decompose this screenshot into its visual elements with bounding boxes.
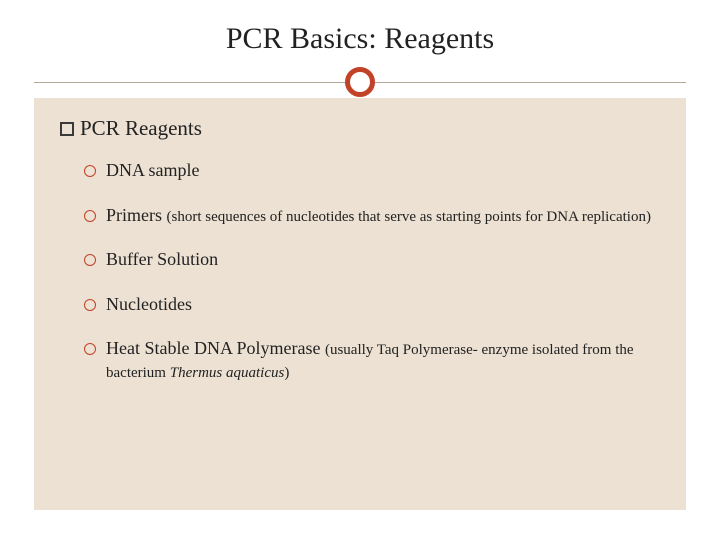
- section-header-text: PCR Reagents: [80, 116, 202, 140]
- item-main: Primers: [106, 205, 167, 225]
- item-main: DNA sample: [106, 160, 200, 180]
- item-list: DNA sample Primers (short sequences of n…: [60, 159, 660, 383]
- list-item: Primers (short sequences of nucleotides …: [84, 204, 660, 227]
- list-item: Heat Stable DNA Polymerase (usually Taq …: [84, 337, 660, 383]
- slide-title: PCR Basics: Reagents: [0, 22, 720, 56]
- list-item: DNA sample: [84, 159, 660, 182]
- square-bullet-icon: [60, 122, 74, 136]
- circle-accent-icon: [345, 67, 375, 97]
- item-main: Heat Stable DNA Polymerase: [106, 338, 325, 358]
- list-item: Nucleotides: [84, 293, 660, 316]
- title-area: PCR Basics: Reagents: [0, 0, 720, 56]
- content-panel: PCR Reagents DNA sample Primers (short s…: [34, 98, 686, 510]
- slide: PCR Basics: Reagents PCR Reagents DNA sa…: [0, 0, 720, 540]
- section-header: PCR Reagents: [60, 116, 660, 141]
- item-main: Nucleotides: [106, 294, 192, 314]
- item-main: Buffer Solution: [106, 249, 218, 269]
- item-paren: (short sequences of nucleotides that ser…: [167, 209, 651, 225]
- item-paren-tail: ): [284, 365, 289, 381]
- item-paren-italic: Thermus aquaticus: [170, 365, 285, 381]
- list-item: Buffer Solution: [84, 248, 660, 271]
